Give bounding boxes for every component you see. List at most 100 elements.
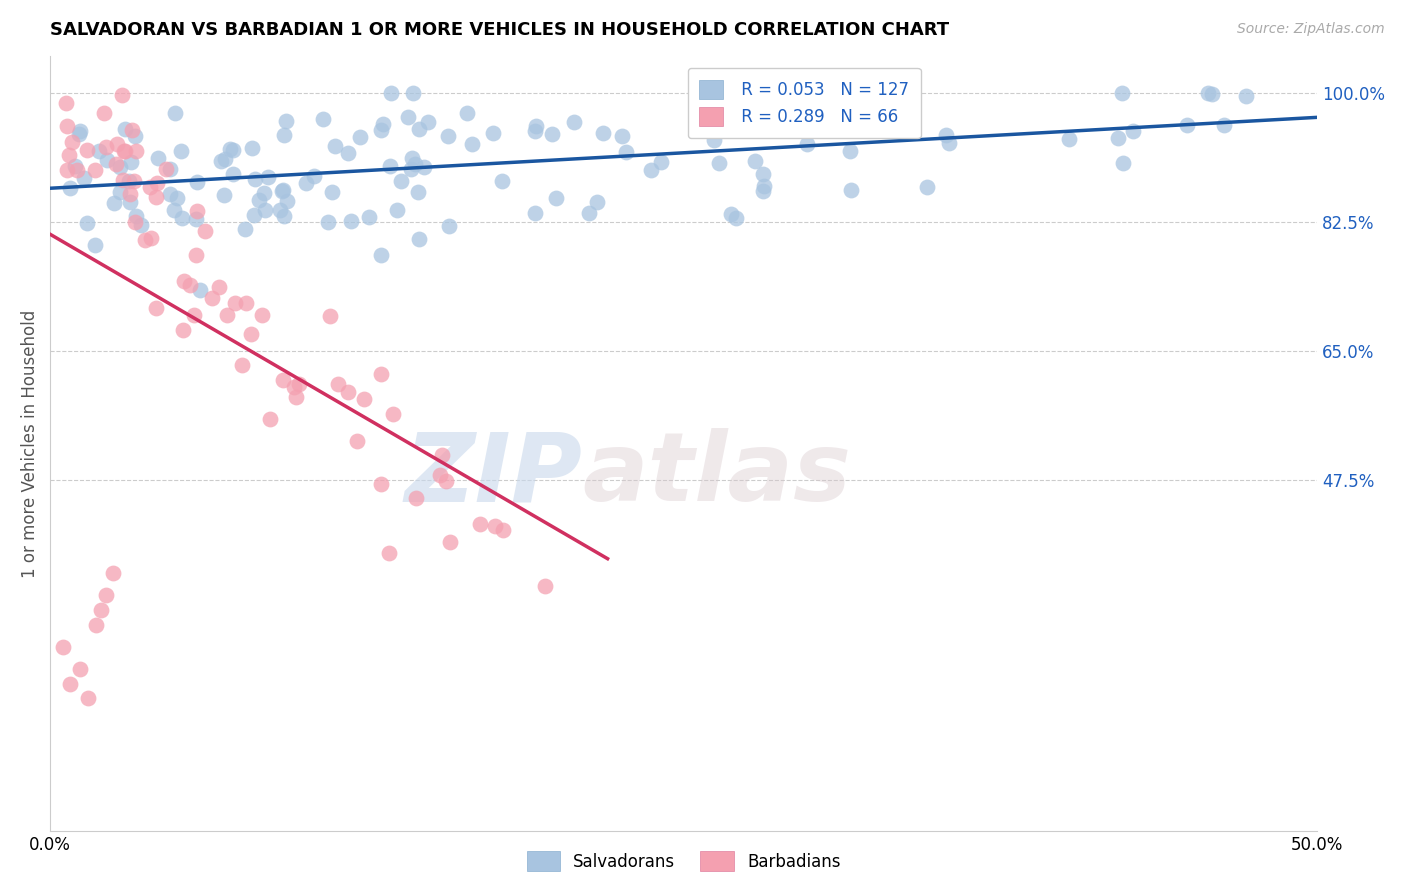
Point [370, 248, 392, 262]
Point [56, 120, 79, 134]
Point [273, 128, 295, 142]
Point [245, 172, 267, 186]
Point [406, 185, 429, 199]
Point [224, 295, 246, 310]
Point [219, 142, 242, 156]
Point [316, 214, 339, 228]
Point [1112, 156, 1135, 170]
Point [391, 173, 413, 187]
Point [214, 152, 236, 166]
Text: atlas: atlas [582, 428, 851, 521]
Point [118, 186, 141, 201]
Point [240, 141, 263, 155]
Point [222, 167, 245, 181]
Point [650, 154, 672, 169]
Point [186, 203, 208, 218]
Point [1107, 131, 1129, 145]
Point [209, 154, 232, 169]
Point [380, 159, 402, 173]
Point [250, 308, 273, 322]
Point [194, 224, 217, 238]
Point [541, 127, 564, 141]
Point [55, 95, 77, 110]
Y-axis label: 1 or more Vehicles in Household: 1 or more Vehicles in Household [21, 310, 39, 578]
Point [122, 174, 145, 188]
Point [492, 523, 515, 537]
Point [401, 161, 423, 176]
Point [69, 124, 91, 138]
Point [357, 211, 380, 225]
Point [215, 308, 238, 322]
Point [461, 136, 484, 151]
Point [703, 133, 725, 147]
Point [155, 161, 177, 176]
Point [183, 308, 205, 322]
Point [776, 94, 799, 108]
Point [108, 160, 131, 174]
Point [481, 126, 503, 140]
Point [208, 280, 231, 294]
Point [124, 129, 146, 144]
Point [349, 129, 371, 144]
Point [145, 301, 167, 315]
Point [468, 516, 491, 531]
Point [67, 128, 90, 142]
Point [186, 248, 208, 262]
Point [839, 183, 862, 197]
Point [725, 211, 748, 225]
Point [938, 136, 960, 150]
Point [271, 182, 294, 196]
Point [709, 107, 731, 121]
Point [287, 377, 309, 392]
Point [125, 144, 148, 158]
Point [58, 148, 80, 162]
Point [60, 136, 83, 150]
Point [808, 86, 831, 100]
Point [323, 139, 346, 153]
Legend: Salvadorans, Barbadians: Salvadorans, Barbadians [520, 845, 848, 878]
Point [1234, 89, 1257, 103]
Point [839, 144, 862, 158]
Point [77, 691, 100, 706]
Point [231, 358, 253, 372]
Point [796, 137, 818, 152]
Point [752, 167, 775, 181]
Point [55, 162, 77, 177]
Point [76, 216, 98, 230]
Point [610, 129, 633, 144]
Point [405, 491, 427, 506]
Point [370, 367, 392, 381]
Point [707, 156, 730, 170]
Point [242, 208, 264, 222]
Point [84, 617, 107, 632]
Point [274, 113, 297, 128]
Point [114, 121, 136, 136]
Point [166, 192, 188, 206]
Point [821, 110, 844, 124]
Point [253, 202, 276, 217]
Point [377, 546, 399, 560]
Point [121, 123, 143, 137]
Point [437, 128, 460, 143]
Point [434, 474, 457, 488]
Point [125, 209, 148, 223]
Point [439, 219, 461, 233]
Point [201, 291, 224, 305]
Point [112, 145, 135, 159]
Point [188, 283, 211, 297]
Point [337, 384, 360, 399]
Point [163, 106, 186, 120]
Point [179, 278, 201, 293]
Point [129, 218, 152, 232]
Point [321, 185, 343, 199]
Point [73, 171, 96, 186]
Point [340, 214, 363, 228]
Point [94, 140, 117, 154]
Point [312, 112, 335, 126]
Point [118, 174, 141, 188]
Point [235, 295, 257, 310]
Point [93, 106, 115, 120]
Point [112, 173, 135, 187]
Point [141, 231, 163, 245]
Point [302, 169, 325, 183]
